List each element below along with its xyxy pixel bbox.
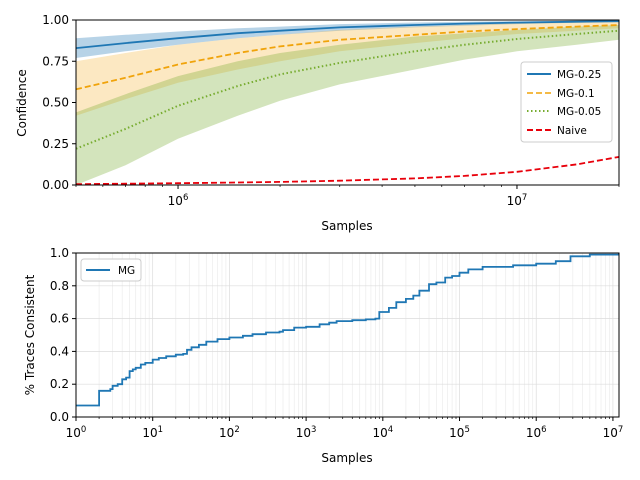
- legend-label-mg-025: MG-0.25: [557, 69, 601, 81]
- line-mg-01: [76, 24, 619, 91]
- bottom-x-tick-label: 106: [526, 425, 547, 440]
- top-y-ticks: 0.00 0.25 0.50 0.75 1.00: [42, 13, 76, 192]
- top-confidence-bands: [76, 20, 619, 185]
- band-mg-01: [76, 21, 619, 116]
- bottom-x-tick-label: 107: [603, 425, 624, 440]
- top-y-tick-label: 0.50: [42, 96, 69, 110]
- top-series-lines: [76, 20, 619, 185]
- bottom-x-tick-label: 105: [449, 425, 470, 440]
- top-x-axis-label: Samples: [321, 219, 372, 233]
- bottom-legend: MG: [80, 258, 142, 282]
- band-mg-005: [76, 25, 619, 185]
- legend-label-mg-005: MG-0.05: [557, 106, 601, 118]
- bottom-x-ticks: 100 101 102 103 104 105 106 107: [66, 417, 624, 440]
- top-x-tick-label: 106: [168, 193, 189, 208]
- bottom-y-tick-label: 1.0: [50, 246, 69, 260]
- bottom-plot-frame: [75, 252, 620, 418]
- top-legend-box: [520, 61, 613, 143]
- top-panel: 106 107 0.00 0.25 0.50 0.75 1.00 Samples Conf…: [15, 13, 620, 233]
- bottom-x-tick-label: 102: [219, 425, 240, 440]
- bottom-y-tick-label: 0.0: [50, 410, 69, 424]
- top-legend: MG-0.25 MG-0.1 MG-0.05 Naive: [520, 61, 613, 143]
- bottom-panel: 100 101 102 103 104 105 106 107 0.0 0.2 0.4 0.6 0.8…: [23, 246, 623, 465]
- band-mg-025: [76, 20, 619, 58]
- bottom-x-tick-label: 101: [142, 425, 163, 440]
- line-mg: [76, 253, 619, 407]
- bottom-y-tick-label: 0.8: [50, 279, 69, 293]
- bottom-x-tick-label: 100: [66, 425, 87, 440]
- bottom-y-tick-label: 0.6: [50, 312, 69, 326]
- bottom-y-axis-label: % Traces Consistent: [23, 274, 37, 395]
- bottom-x-tick-label: 103: [296, 425, 317, 440]
- legend-label-naive: Naive: [557, 125, 587, 137]
- bottom-series-lines: [76, 253, 619, 407]
- line-naive: [76, 156, 619, 185]
- top-y-tick-label: 0.00: [42, 178, 69, 192]
- top-x-tick-label: 107: [507, 193, 528, 208]
- bottom-grid: [75, 252, 619, 418]
- line-mg-005: [76, 29, 619, 150]
- bottom-y-tick-label: 0.4: [50, 344, 69, 358]
- top-y-tick-label: 0.75: [42, 54, 69, 68]
- top-y-tick-label: 1.00: [42, 13, 69, 27]
- top-y-axis-label: Confidence: [15, 69, 29, 136]
- bottom-x-tick-label: 104: [372, 425, 393, 440]
- bottom-x-axis-label: Samples: [321, 451, 372, 465]
- bottom-y-ticks: 0.0 0.2 0.4 0.6 0.8 1.0: [50, 246, 76, 424]
- top-y-tick-label: 0.25: [42, 137, 69, 151]
- legend-label-mg-01: MG-0.1: [557, 88, 595, 100]
- top-x-ticks: 106 107: [75, 185, 620, 208]
- line-mg-025: [76, 20, 619, 49]
- legend-label-mg: MG: [118, 265, 135, 277]
- bottom-legend-box: [80, 258, 142, 282]
- bottom-y-tick-label: 0.2: [50, 377, 69, 391]
